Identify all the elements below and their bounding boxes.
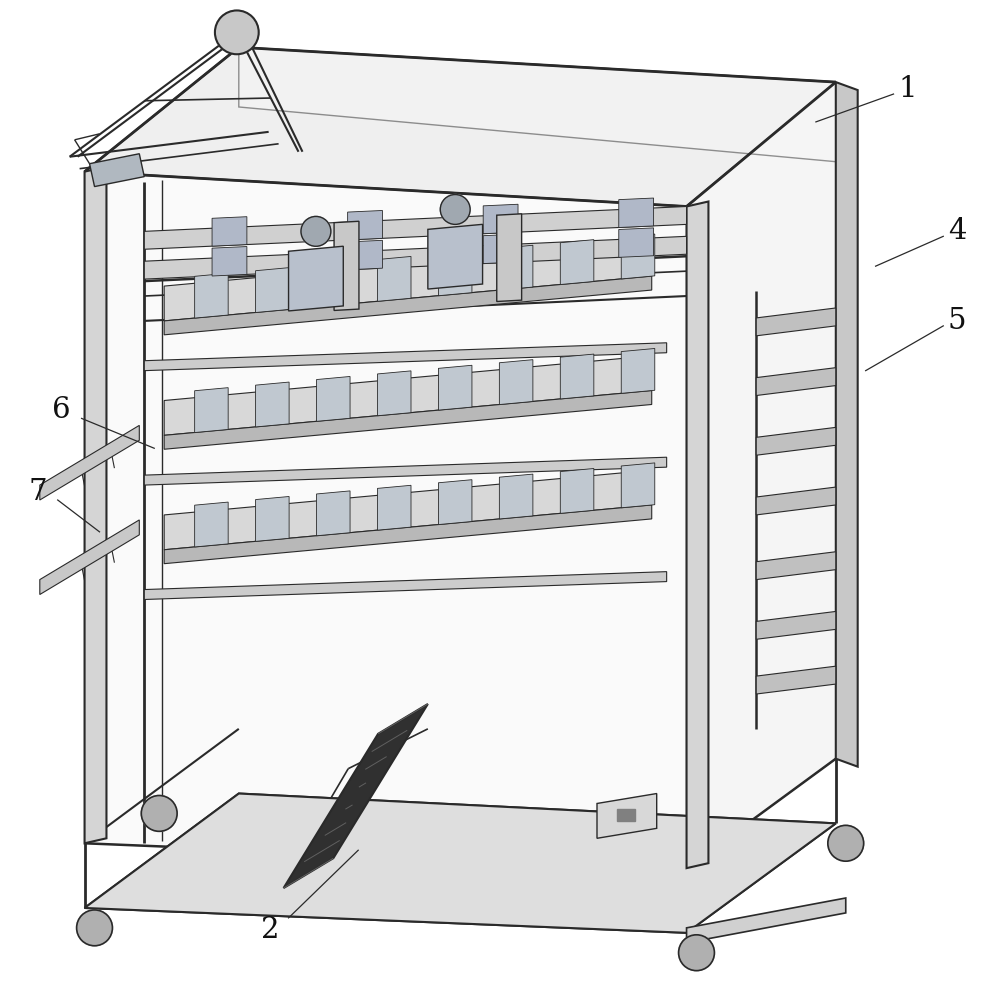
Polygon shape (620, 348, 654, 393)
Polygon shape (596, 794, 656, 838)
Polygon shape (438, 365, 471, 410)
Polygon shape (347, 210, 382, 240)
Polygon shape (40, 425, 139, 500)
Polygon shape (255, 268, 289, 313)
Polygon shape (316, 262, 350, 307)
Polygon shape (377, 371, 411, 416)
Text: 6: 6 (53, 396, 71, 424)
Polygon shape (438, 480, 471, 525)
Polygon shape (347, 240, 382, 270)
Polygon shape (483, 234, 518, 264)
Polygon shape (283, 704, 427, 888)
Polygon shape (755, 666, 835, 694)
Circle shape (141, 796, 177, 831)
Polygon shape (377, 256, 411, 301)
Text: 4: 4 (947, 217, 965, 245)
Polygon shape (84, 47, 835, 206)
Polygon shape (164, 241, 651, 321)
Polygon shape (144, 457, 666, 485)
Polygon shape (288, 246, 343, 311)
Polygon shape (84, 167, 106, 843)
Polygon shape (195, 502, 228, 547)
Polygon shape (255, 496, 289, 541)
Polygon shape (212, 217, 247, 246)
Polygon shape (164, 470, 651, 550)
Polygon shape (620, 234, 654, 279)
Polygon shape (560, 354, 593, 399)
Polygon shape (212, 247, 247, 276)
Polygon shape (195, 388, 228, 433)
Polygon shape (164, 391, 651, 449)
Bar (616, 809, 634, 821)
Polygon shape (499, 474, 533, 519)
Polygon shape (755, 308, 835, 336)
Circle shape (215, 10, 258, 54)
Polygon shape (560, 240, 593, 285)
Polygon shape (686, 898, 845, 943)
Polygon shape (255, 382, 289, 427)
Polygon shape (84, 172, 686, 868)
Polygon shape (144, 572, 666, 600)
Polygon shape (144, 236, 686, 279)
Polygon shape (84, 794, 835, 933)
Polygon shape (84, 794, 835, 933)
Polygon shape (686, 82, 835, 868)
Polygon shape (483, 204, 518, 234)
Polygon shape (618, 228, 653, 257)
Polygon shape (334, 221, 359, 310)
Circle shape (827, 825, 863, 861)
Polygon shape (377, 485, 411, 530)
Polygon shape (755, 611, 835, 639)
Text: 5: 5 (947, 307, 965, 335)
Polygon shape (164, 356, 651, 435)
Polygon shape (620, 463, 654, 508)
Text: 1: 1 (898, 75, 915, 103)
Circle shape (77, 910, 112, 946)
Polygon shape (438, 251, 471, 296)
Polygon shape (496, 214, 521, 301)
Polygon shape (164, 505, 651, 564)
Polygon shape (144, 206, 686, 249)
Polygon shape (316, 491, 350, 536)
Polygon shape (499, 360, 533, 405)
Polygon shape (427, 224, 482, 289)
Text: 7: 7 (29, 478, 47, 506)
Polygon shape (40, 520, 139, 595)
Polygon shape (755, 427, 835, 455)
Circle shape (300, 216, 330, 246)
Text: 2: 2 (261, 916, 279, 944)
Polygon shape (618, 198, 653, 227)
Polygon shape (755, 368, 835, 396)
Polygon shape (686, 202, 708, 868)
Polygon shape (755, 487, 835, 515)
Circle shape (439, 195, 470, 224)
Polygon shape (316, 376, 350, 421)
Circle shape (678, 935, 714, 971)
Polygon shape (164, 276, 651, 335)
Polygon shape (560, 469, 593, 513)
Polygon shape (239, 47, 835, 162)
Polygon shape (755, 552, 835, 580)
Polygon shape (144, 343, 666, 371)
Polygon shape (89, 154, 144, 187)
Polygon shape (195, 273, 228, 318)
Polygon shape (499, 245, 533, 290)
Polygon shape (835, 82, 857, 767)
